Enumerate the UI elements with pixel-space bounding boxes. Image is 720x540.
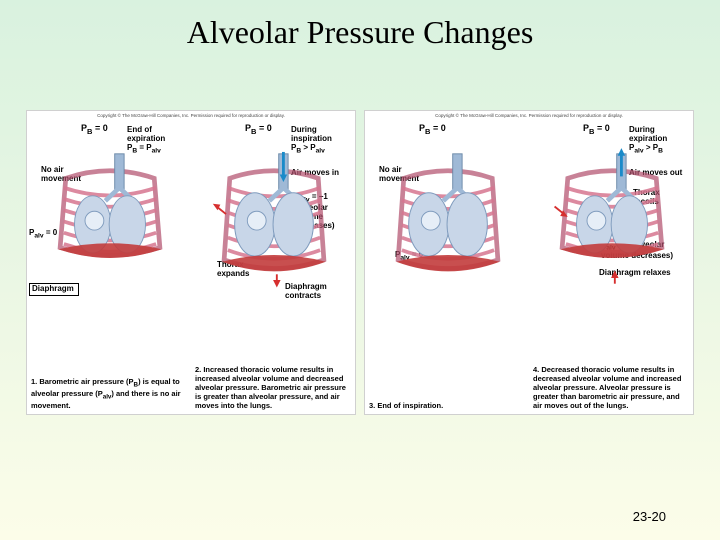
lung-diagram-4: [537, 135, 687, 285]
panel-container: Copyright © The McGraw-Hill Companies, I…: [26, 110, 694, 415]
pb-label-4: PB = 0: [583, 123, 610, 136]
lung-diagram-2: [199, 135, 349, 285]
panel-2: PB = 0DuringinspirationPB > PalvAir move…: [191, 111, 355, 414]
caption-3: 3. End of inspiration.: [369, 401, 525, 410]
lung-diagram-1: [35, 135, 185, 285]
panel-3: PB = 0No airmovementPalv = 0 3. End of i…: [365, 111, 529, 414]
pb-label-3: PB = 0: [419, 123, 446, 136]
pb-label-2: PB = 0: [245, 123, 272, 136]
pb-label-1: PB = 0: [81, 123, 108, 136]
caption-4: 4. Decreased thoracic volume results in …: [533, 365, 689, 410]
panel-group-left: Copyright © The McGraw-Hill Companies, I…: [26, 110, 356, 415]
page-number: 23-20: [633, 509, 666, 524]
caption-1: 1. Barometric air pressure (PB) is equal…: [31, 377, 187, 410]
panel-group-right: Copyright © The McGraw-Hill Companies, I…: [364, 110, 694, 415]
page-title: Alveolar Pressure Changes: [0, 0, 720, 51]
lung-diagram-3: [373, 135, 523, 285]
panel-1: PB = 0End of expirationPB = PalvNo airmo…: [27, 111, 191, 414]
panel-4: PB = 0During expirationPalv > PBAir move…: [529, 111, 693, 414]
caption-2: 2. Increased thoracic volume results in …: [195, 365, 351, 410]
